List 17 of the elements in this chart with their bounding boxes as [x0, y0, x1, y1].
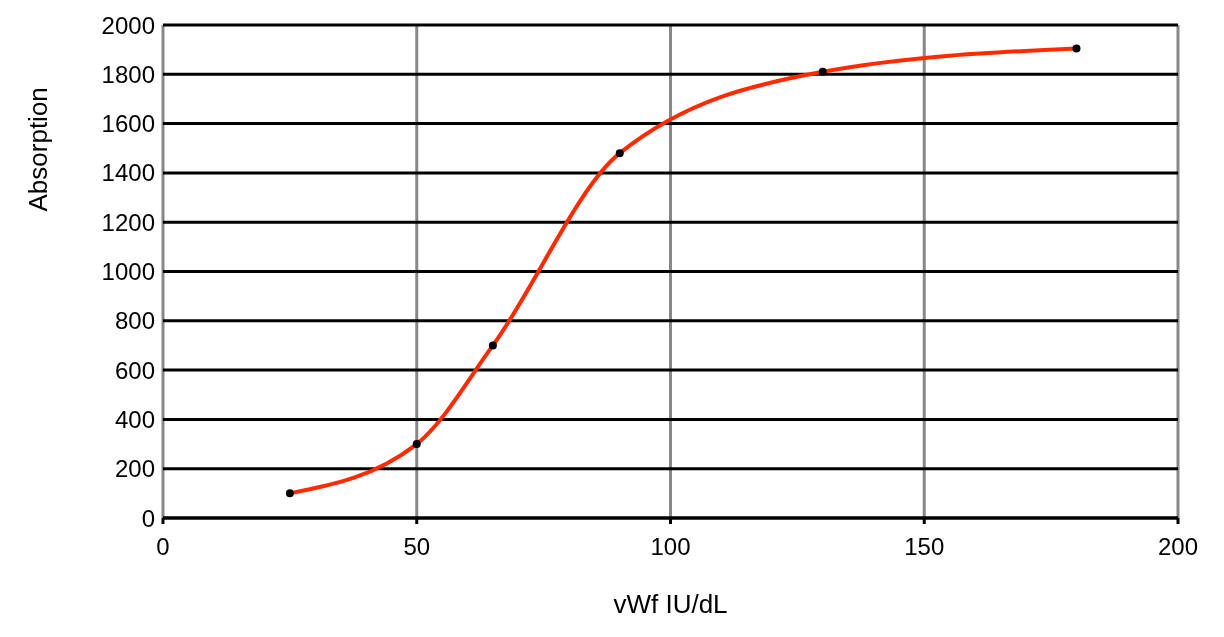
y-tick-label: 1600	[101, 110, 155, 138]
y-tick-label: 800	[114, 307, 155, 335]
y-tick-label: 0	[141, 504, 155, 532]
y-axis-title: Absorption	[23, 87, 54, 212]
y-tick-label: 200	[114, 455, 155, 483]
y-tick-label: 1200	[101, 208, 155, 236]
y-tick-label: 400	[114, 405, 155, 433]
x-tick-label: 100	[650, 533, 691, 561]
x-axis-title: vWf IU/dL	[613, 589, 728, 619]
y-tick-label: 2000	[101, 11, 155, 39]
y-tick-label: 1800	[101, 60, 155, 88]
y-tick-label: 600	[114, 356, 155, 384]
y-tick-label: 1000	[101, 258, 155, 286]
x-tick-label: 50	[403, 533, 431, 561]
x-tick-label: 200	[1157, 533, 1199, 561]
x-tick-label: 150	[904, 533, 945, 561]
y-tick-label: 1400	[101, 159, 155, 187]
